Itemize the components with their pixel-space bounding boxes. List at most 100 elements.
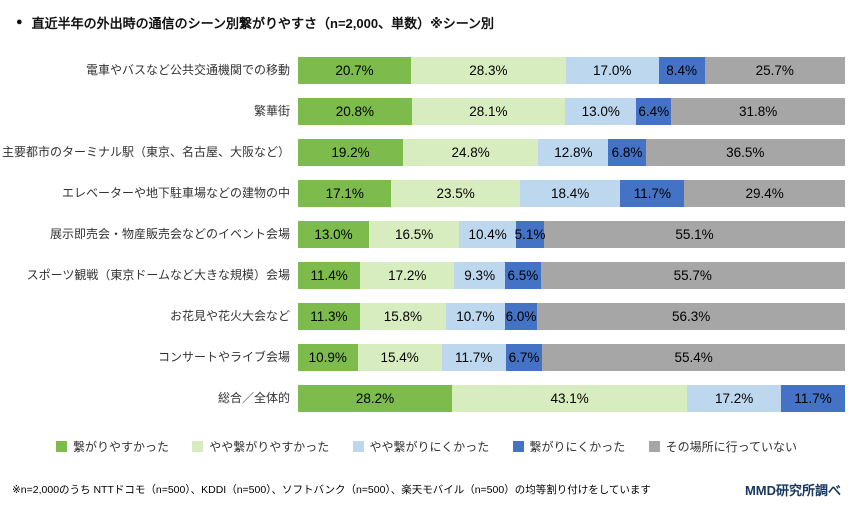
bar-segment: 28.3% (411, 57, 566, 84)
bar-segment: 6.7% (505, 344, 543, 371)
legend-label: やや繋がりにくかった (369, 440, 490, 454)
segment-label: 56.3% (672, 309, 711, 324)
bar-segment: 28.1% (411, 98, 566, 125)
segment-label: 10.4% (468, 227, 507, 242)
segment-label: 10.9% (308, 350, 347, 365)
segment-label: 9.3% (464, 268, 496, 283)
category-label: 総合／全体的 (217, 391, 290, 405)
segment-label: 11.7% (633, 186, 672, 201)
bar-segment: 6.0% (504, 303, 538, 330)
stacked-bar: 20.7% 28.3% 17.0% 8.4% 25.7% (298, 57, 845, 84)
bar-segment: 15.8% (359, 303, 447, 330)
segment-label: 13.0% (314, 227, 353, 242)
segment-label: 11.7% (794, 391, 832, 406)
segment-label: 6.0% (505, 309, 537, 324)
bar-segment: 24.8% (402, 139, 539, 166)
bar-segment: 16.5% (369, 221, 460, 248)
segment-label: 6.4% (638, 104, 670, 119)
segment-label: 55.1% (675, 227, 714, 242)
segment-label: 23.5% (436, 186, 475, 201)
legend-item: 繋がりやすかった (56, 438, 169, 455)
bar-segment: 6.5% (505, 262, 541, 289)
chart-row: 総合／全体的 28.2% 43.1% 17.2% 11.7% (0, 378, 859, 419)
category-label: 展示即売会・物産販売会などのイベント会場 (49, 227, 290, 241)
segment-label: 55.7% (673, 268, 712, 283)
bar-segment: 11.7% (781, 385, 845, 412)
segment-label: 29.4% (745, 186, 784, 201)
stacked-bar: 10.9% 15.4% 11.7% 6.7% 55.4% (298, 344, 845, 371)
bar-segment: 17.0% (565, 57, 659, 84)
segment-label: 6.5% (507, 268, 539, 283)
title-bullet-icon: ● (16, 16, 23, 28)
bar-segment: 20.7% (298, 57, 412, 84)
legend-item: その場所に行っていない (648, 438, 797, 455)
legend-item: 繋がりにくかった (512, 438, 625, 455)
segment-label: 28.3% (469, 63, 508, 78)
bar-segment: 15.4% (357, 344, 442, 371)
bar-segment: 9.3% (454, 262, 506, 289)
segment-label: 24.8% (451, 145, 490, 160)
chart-row: 電車やバスなど公共交通機関での移動 20.7% 28.3% 17.0% 8.4% 25.7… (0, 50, 859, 91)
bar-segment: 5.1% (515, 221, 545, 248)
segment-label: 43.1% (550, 391, 589, 406)
bar-segment: 8.4% (658, 57, 705, 84)
segment-label: 25.7% (755, 63, 794, 78)
segment-label: 20.8% (335, 104, 374, 119)
legend-swatch-icon (192, 441, 204, 452)
category-label: スポーツ観戦（東京ドームなど大きな規模）会場 (26, 268, 290, 282)
segment-label: 13.0% (581, 104, 620, 119)
bar-segment: 31.8% (671, 98, 845, 125)
segment-label: 19.2% (331, 145, 370, 160)
segment-label: 6.7% (508, 350, 540, 365)
chart-row: 主要都市のターミナル駅（東京、名古屋、大阪など） 19.2% 24.8% 12.8% 6… (0, 132, 859, 173)
bar-segment: 12.8% (538, 139, 609, 166)
category-label: お花見や花火大会など (169, 309, 290, 323)
segment-label: 28.2% (355, 391, 395, 406)
bar-segment: 17.1% (298, 180, 392, 207)
chart-row: コンサートやライブ会場 10.9% 15.4% 11.7% 6.7% 55.4% (0, 337, 859, 378)
bar-segment: 6.8% (608, 139, 646, 166)
legend-label: その場所に行っていない (665, 440, 797, 454)
chart-row: お花見や花火大会など 11.3% 15.8% 10.7% 6.0% 56.3% (0, 296, 859, 337)
bar-segment: 13.0% (565, 98, 637, 125)
segment-label: 28.1% (469, 104, 508, 119)
chart-row: 展示即売会・物産販売会などのイベント会場 13.0% 16.5% 10.4% 5.1% 5… (0, 214, 859, 255)
category-label: エレベーターや地下駐車場などの建物の中 (61, 186, 290, 200)
segment-label: 55.4% (674, 350, 713, 365)
legend-label: 繋がりやすかった (73, 440, 170, 454)
chart-title: 直近半年の外出時の通信のシーン別繋がりやすさ（n=2,000、単数）※シーン別 (31, 16, 495, 31)
segment-label: 17.2% (715, 391, 754, 406)
segment-label: 8.4% (666, 63, 697, 78)
bar-segment: 13.0% (298, 221, 370, 248)
bar-segment: 23.5% (391, 180, 520, 207)
category-label: 主要都市のターミナル駅（東京、名古屋、大阪など） (1, 145, 290, 159)
bar-segment: 55.4% (542, 344, 845, 371)
stacked-bar: 19.2% 24.8% 12.8% 6.8% 36.5% (298, 139, 845, 166)
bar-segment: 36.5% (645, 139, 845, 166)
bar-segment: 6.4% (636, 98, 672, 125)
legend-item: やや繋がりやすかった (192, 438, 329, 455)
category-label: コンサートやライブ会場 (157, 350, 290, 364)
segment-label: 18.4% (550, 186, 590, 201)
segment-label: 6.8% (611, 145, 643, 160)
segment-label: 12.8% (554, 145, 593, 160)
bar-segment: 20.8% (298, 98, 412, 125)
segment-label: 17.0% (593, 63, 632, 78)
segment-label: 11.7% (455, 350, 493, 365)
segment-label: 11.3% (310, 309, 348, 324)
bar-segment: 10.4% (459, 221, 517, 248)
bar-segment: 18.4% (519, 180, 621, 207)
legend-swatch-icon (352, 441, 364, 452)
legend-swatch-icon (56, 441, 67, 452)
bar-segment: 43.1% (451, 385, 688, 412)
bar-segment: 10.9% (298, 344, 358, 371)
chart-row: エレベーターや地下駐車場などの建物の中 17.1% 23.5% 18.4% 11.7% 2… (0, 173, 859, 214)
segment-label: 17.2% (388, 268, 427, 283)
bar-segment: 11.4% (298, 262, 361, 289)
segment-label: 31.8% (738, 104, 778, 119)
segment-label: 17.1% (325, 186, 364, 201)
footnote: ※n=2,000のうち NTTドコモ（n=500）、KDDI（n=500）、ソフ… (12, 484, 651, 496)
legend-swatch-icon (648, 441, 660, 452)
stacked-bar: 13.0% 16.5% 10.4% 5.1% 55.1% (298, 221, 845, 248)
bar-segment: 10.7% (446, 303, 505, 330)
